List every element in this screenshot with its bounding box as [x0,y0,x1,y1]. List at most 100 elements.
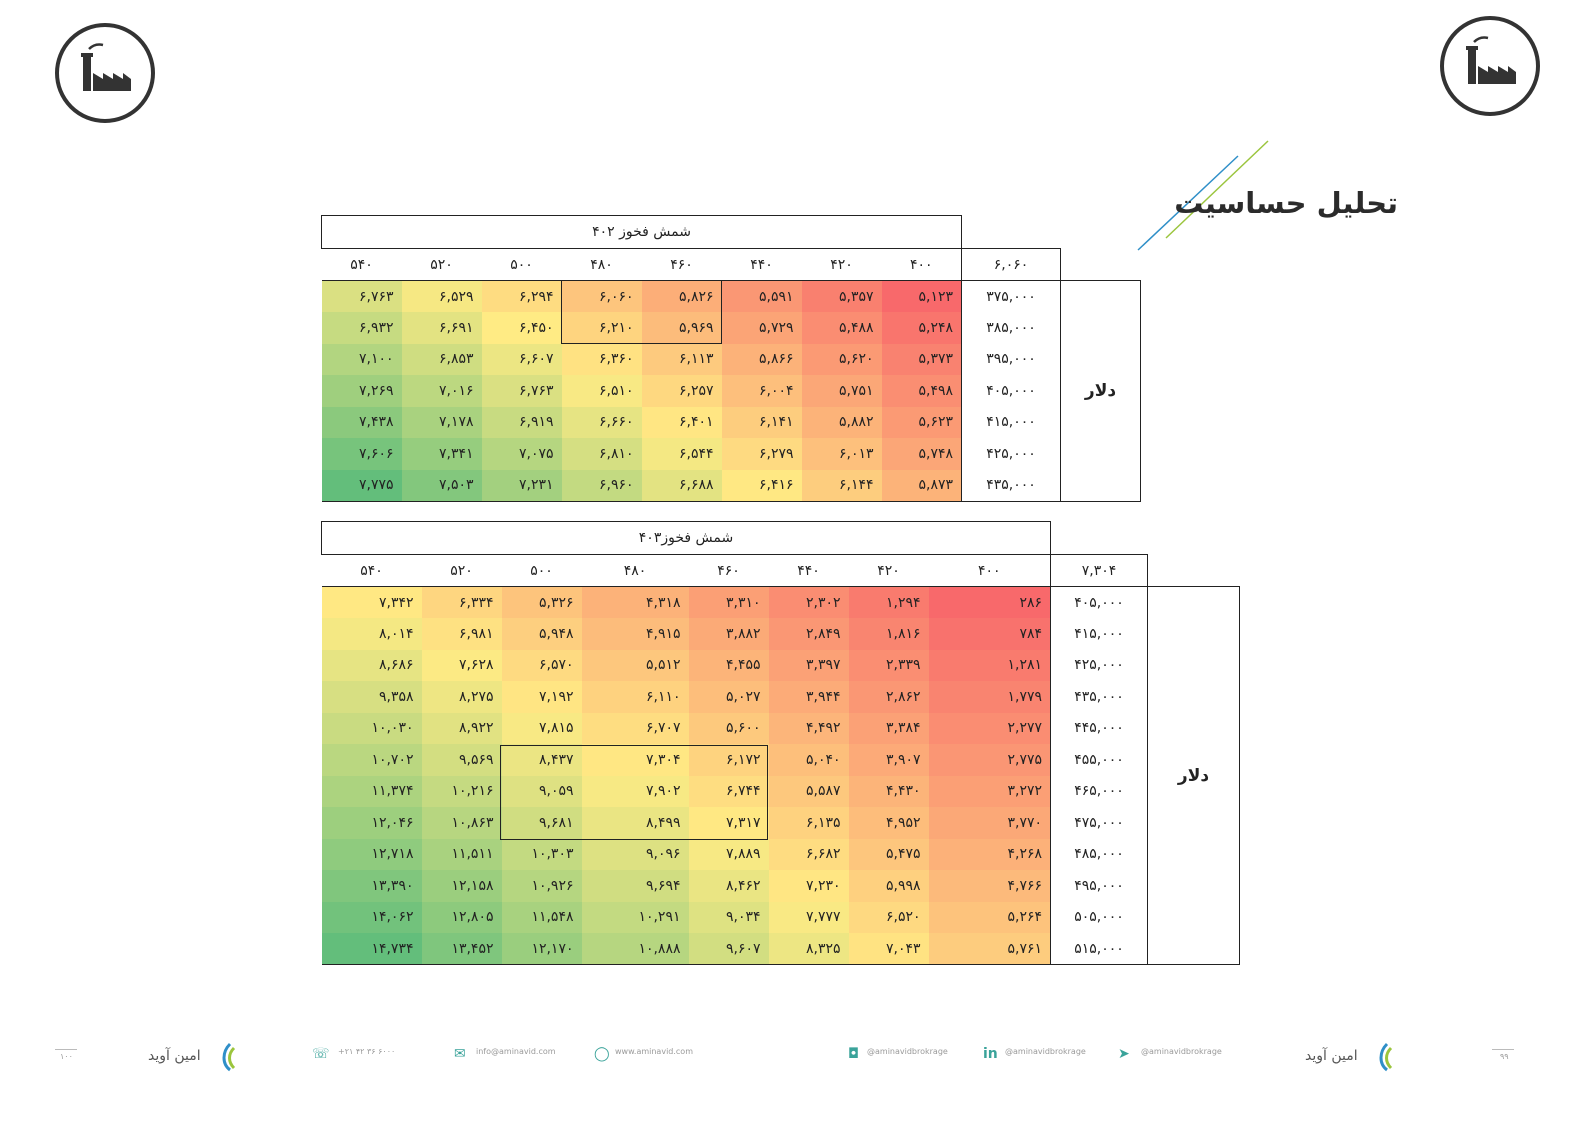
data-cell: ۹,۰۵۹ [501,775,582,807]
data-cell: ۴,۴۵۵ [688,649,769,681]
data-cell: ۶,۶۶۰ [561,406,642,438]
data-cell: ۶,۲۵۷ [641,375,722,407]
data-cell: ۶,۳۶۰ [561,343,642,375]
data-cell: ۶,۲۹۴ [481,280,562,312]
data-cell: ۵,۶۲۳ [881,406,962,438]
data-cell: ۶,۹۳۲ [321,312,402,344]
data-cell: ۷,۸۱۵ [501,712,582,744]
column-header: ۵۴۰ [321,248,402,281]
data-cell: ۵,۲۶۴ [928,901,1051,933]
row-header: ۴۳۵,۰۰۰ [1050,681,1148,713]
data-cell: ۵,۷۲۹ [721,312,802,344]
data-cell: ۷,۶۰۶ [321,438,402,470]
data-cell: ۱۲,۷۱۸ [321,838,422,870]
table-title: شمش فخوز۴۰۳ [321,521,1051,555]
row-header: ۴۴۵,۰۰۰ [1050,712,1148,744]
column-header: ۴۰۰ [928,554,1051,587]
column-header: ۴۲۰ [801,248,882,281]
data-cell: ۵,۵۹۱ [721,280,802,312]
data-cell: ۴,۲۶۸ [928,838,1051,870]
telegram-text[interactable]: @aminavidbrokrage [1141,1047,1222,1056]
column-header: ۴۴۰ [768,554,849,587]
data-cell: ۶,۰۱۳ [801,438,882,470]
data-cell: ۶,۵۱۰ [561,375,642,407]
data-cell: ۹,۶۰۷ [688,933,769,965]
row-header: ۴۸۵,۰۰۰ [1050,838,1148,870]
data-cell: ۵,۳۵۷ [801,280,882,312]
data-cell: ۷,۰۱۶ [401,375,482,407]
row-header: ۳۷۵,۰۰۰ [961,280,1061,312]
data-cell: ۵,۰۴۰ [768,744,849,776]
blank-cell [1051,522,1148,555]
data-cell: ۶,۶۸۲ [768,838,849,870]
column-header: ۵۰۰ [481,248,562,281]
accent-lines-decoration [1137,140,1269,251]
data-cell: ۵,۰۲۷ [688,681,769,713]
data-cell: ۷,۲۳۰ [768,870,849,902]
data-cell: ۷,۲۶۹ [321,375,402,407]
linkedin-icon: in [983,1046,998,1062]
data-cell: ۴,۴۹۲ [768,712,849,744]
column-header: ۴۶۰ [641,248,722,281]
data-cell: ۷,۳۴۲ [321,586,422,618]
data-cell: ۶,۶۰۷ [481,343,562,375]
data-cell: ۶,۰۶۰ [561,280,642,312]
data-cell: ۶,۶۹۱ [401,312,482,344]
data-cell: ۷,۰۴۳ [848,933,929,965]
data-cell: ۶,۹۶۰ [561,469,642,502]
data-cell: ۱۰,۲۹۱ [581,901,689,933]
instagram-icon: ◘ [848,1046,860,1062]
column-header: ۴۶۰ [688,554,769,587]
website-text[interactable]: www.aminavid.com [615,1047,693,1056]
data-cell: ۹,۵۶۹ [421,744,502,776]
data-cell: ۶,۷۶۳ [481,375,562,407]
data-cell: ۹,۶۸۱ [501,807,582,839]
data-cell: ۴,۳۱۸ [581,586,689,618]
blank-cell [962,216,1061,249]
data-cell: ۵,۵۸۷ [768,775,849,807]
linkedin-text[interactable]: @aminavidbrokrage [1005,1047,1086,1056]
brand-right: امین آوید [1305,1040,1405,1074]
data-cell: ۷,۳۱۷ [688,807,769,839]
data-cell: ۶,۰۰۴ [721,375,802,407]
page-number-right-rule [1492,1049,1514,1050]
column-header: ۵۲۰ [421,554,502,587]
corner-value: ۷,۳۰۴ [1050,554,1148,587]
page-number-left: ۱۰۰ [60,1052,73,1061]
data-cell: ۸,۰۱۴ [321,618,422,650]
data-cell: ۳,۲۷۲ [928,775,1051,807]
data-cell: ۸,۴۶۲ [688,870,769,902]
table-title-row: شمش فخوز ۴۰۲ [321,215,1141,249]
column-header: ۴۸۰ [581,554,689,587]
table-row: ۴۵۵,۰۰۰ ۲,۷۷۵ ۳,۹۰۷ ۵,۰۴۰ ۶,۱۷۲ ۷,۳۰۴ ۸,۴۳۷ ۹,۵… [321,744,1240,776]
data-cell: ۵,۳۲۶ [501,586,582,618]
data-cell: ۲,۲۷۷ [928,712,1051,744]
data-cell: ۵,۸۷۳ [881,469,962,502]
instagram-text[interactable]: @aminavidbrokrage [867,1047,948,1056]
data-cell: ۵,۲۴۸ [881,312,962,344]
factory-logo-left [55,23,155,123]
data-cell: ۶,۸۵۳ [401,343,482,375]
data-cell: ۷,۷۷۷ [768,901,849,933]
column-header-row: ۶,۰۶۰ ۴۰۰ ۴۲۰ ۴۴۰ ۴۶۰ ۴۸۰ ۵۰۰ ۵۲۰ ۵۴۰ [321,248,1141,281]
data-cell: ۸,۶۸۶ [321,649,422,681]
data-cell: ۶,۱۱۰ [581,681,689,713]
data-cell: ۶,۷۶۳ [321,280,402,312]
data-cell: ۱۲,۱۵۸ [421,870,502,902]
table-row: ۴۸۵,۰۰۰ ۴,۲۶۸ ۵,۴۷۵ ۶,۶۸۲ ۷,۸۸۹ ۹,۰۹۶ ۱۰,۳۰۳ ۱۱… [321,838,1240,870]
data-cell: ۱۲,۸۰۵ [421,901,502,933]
data-cell: ۵,۴۸۸ [801,312,882,344]
data-cell: ۱۳,۳۹۰ [321,870,422,902]
blank-cell [1061,249,1141,281]
blank-cell [1148,522,1240,555]
data-cell: ۷,۹۰۲ [581,775,689,807]
column-header-row: ۷,۳۰۴ ۴۰۰ ۴۲۰ ۴۴۰ ۴۶۰ ۴۸۰ ۵۰۰ ۵۲۰ ۵۴۰ [321,554,1240,587]
table-row: دلار ۳۷۵,۰۰۰ ۵,۱۲۳ ۵,۳۵۷ ۵,۵۹۱ ۵,۸۲۶ ۶,۰۶۰ ۶,۲۹… [321,280,1141,502]
row-header: ۴۰۵,۰۰۰ [961,375,1061,407]
data-cell: ۱,۸۱۶ [848,618,929,650]
table-title: شمش فخوز ۴۰۲ [321,215,962,249]
email-text[interactable]: info@aminavid.com [476,1047,556,1056]
data-cell: ۲۸۶ [928,586,1051,618]
data-cell: ۴,۹۱۵ [581,618,689,650]
data-cell: ۷,۸۸۹ [688,838,769,870]
